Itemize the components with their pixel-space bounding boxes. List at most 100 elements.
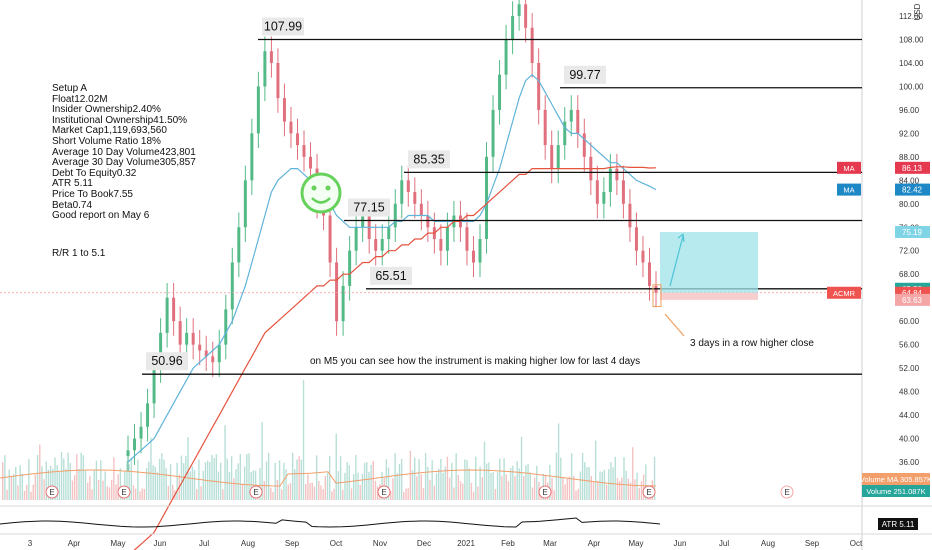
volume-bar (315, 455, 318, 500)
candle-body (478, 239, 482, 263)
volume-bar (566, 478, 569, 500)
volume-bar (603, 469, 606, 500)
volume-bar (555, 452, 558, 500)
ma-red-line (133, 166, 657, 550)
volume-bar (52, 468, 54, 500)
volume-bar (161, 453, 163, 500)
volume-bar (442, 472, 444, 500)
volume-bar (632, 447, 634, 500)
volume-bar (444, 466, 446, 500)
volume-bar (586, 467, 588, 500)
price-badge-value: 86.13 (902, 164, 923, 173)
volume-bar (348, 465, 351, 500)
atr-line (0, 517, 661, 528)
candle-body (354, 227, 358, 251)
y-tick-label: 36.00 (899, 458, 920, 467)
volume-bar (479, 466, 481, 500)
volume-bar (368, 471, 370, 500)
price-badge-name: MA (843, 164, 854, 173)
volume-bar (145, 468, 148, 500)
volume-bar (642, 474, 645, 500)
volume-bar (291, 452, 294, 500)
volume-bar (409, 450, 412, 500)
note-line: Debt To Equity0.32 (52, 167, 137, 179)
candle-body (550, 145, 554, 169)
volume-bar (592, 481, 595, 500)
volume-bar (237, 463, 239, 500)
candle-body (406, 180, 410, 193)
volume-bar (63, 458, 65, 500)
volume-bar (296, 459, 298, 500)
volume-bar (28, 459, 30, 500)
volume-bar (102, 480, 104, 500)
volume-bar (407, 488, 409, 500)
volume-bar (623, 457, 625, 500)
volume-bar (202, 470, 204, 500)
position-stop-zone (660, 292, 758, 300)
volume-bar (507, 481, 510, 500)
volume-bar (84, 470, 87, 500)
y-tick-label: 96.00 (899, 106, 920, 115)
volume-bar (305, 484, 307, 500)
candle-body (445, 227, 449, 251)
volume-bar (39, 444, 41, 500)
candle-body (393, 203, 397, 228)
volume-bar (601, 471, 603, 500)
position-target-zone (660, 232, 758, 293)
candle-body (243, 180, 247, 228)
candle-body (289, 121, 293, 134)
earnings-marker-label: E (646, 488, 651, 497)
volume-bar (333, 488, 335, 500)
smiley-mouth-icon (311, 197, 331, 204)
volume-bar (97, 479, 100, 500)
price-badge-bg (895, 183, 930, 196)
volume-bar (215, 454, 218, 500)
volume-bar (148, 461, 150, 500)
candle-body (537, 62, 541, 110)
volume-bar (220, 462, 222, 500)
volume-bar (224, 425, 226, 500)
volume-bar (309, 482, 311, 500)
volume-bar (568, 476, 571, 500)
volume-bar (285, 469, 287, 500)
volume-bar (243, 466, 246, 500)
level-label-bg (146, 352, 188, 371)
volume-bar (196, 489, 198, 500)
x-tick-label: Jul (719, 539, 729, 548)
earnings-marker-label: E (121, 488, 126, 497)
volume-bar (204, 462, 207, 500)
volume-bar (350, 488, 353, 500)
level-label-bg (348, 198, 390, 217)
note-line: Insider Ownership2.40% (52, 104, 161, 116)
volume-bar (614, 456, 616, 500)
candle-body (517, 4, 521, 16)
volume-bar (361, 473, 364, 500)
earnings-marker-icon (780, 485, 794, 499)
volume-bar (276, 479, 279, 500)
volume-bar (597, 480, 599, 500)
volume-bar (17, 485, 19, 500)
volume-bar (104, 471, 106, 500)
volume-bar (605, 484, 608, 500)
candle-body (582, 133, 586, 157)
note-line: Institutional Ownership41.50% (52, 114, 188, 126)
candle-body (165, 297, 169, 333)
volume-bar (329, 455, 331, 500)
volume-bar (573, 476, 575, 500)
volume-bar (529, 472, 531, 500)
volume-bar (398, 463, 401, 500)
candle-body (282, 98, 286, 122)
volume-bar (438, 468, 440, 500)
candle-body (602, 192, 606, 204)
y-tick-label: 72.00 (899, 247, 920, 256)
y-tick-label: 100.00 (899, 82, 924, 91)
volume-bar (594, 440, 597, 500)
volume-bar (217, 471, 220, 500)
volume-bar (47, 469, 50, 500)
candle-body (204, 350, 208, 357)
volume-bar (73, 475, 76, 500)
candle-body (621, 180, 625, 204)
candle-body (302, 145, 306, 157)
volume-bar (270, 487, 272, 500)
